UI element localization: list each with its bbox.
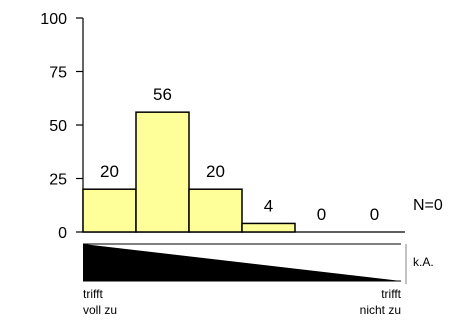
scale-right-label-line1: trifft (381, 287, 401, 301)
bar-value-label: 20 (206, 162, 225, 181)
scale-left-label-line2: voll zu (83, 303, 117, 317)
y-tick-label: 25 (49, 172, 67, 189)
value-labels-group: 20 56 20 4 0 0 (100, 85, 379, 224)
scale-wedge (83, 244, 401, 281)
bar-value-label: 0 (317, 205, 326, 224)
bar-value-label: 20 (100, 162, 119, 181)
bar (241, 222, 296, 233)
bar (82, 188, 137, 233)
y-tick-label: 0 (58, 225, 67, 242)
bar (188, 188, 243, 233)
no-answer-label: k.A. (413, 255, 434, 269)
bars-group (82, 111, 296, 233)
scale-left-label-line1: trifft (83, 287, 103, 301)
y-tick-label: 100 (40, 11, 67, 28)
y-tick-label: 75 (49, 65, 67, 82)
y-axis-ticks: 0 25 50 75 100 (40, 11, 83, 242)
n-label: N=0 (413, 197, 443, 214)
bar-value-label: 4 (264, 196, 273, 215)
bar-value-label: 0 (370, 205, 379, 224)
scale-right-label-line2: nicht zu (360, 303, 401, 317)
bar-value-label: 56 (153, 85, 172, 104)
y-tick-label: 50 (49, 118, 67, 135)
bar (135, 111, 190, 233)
